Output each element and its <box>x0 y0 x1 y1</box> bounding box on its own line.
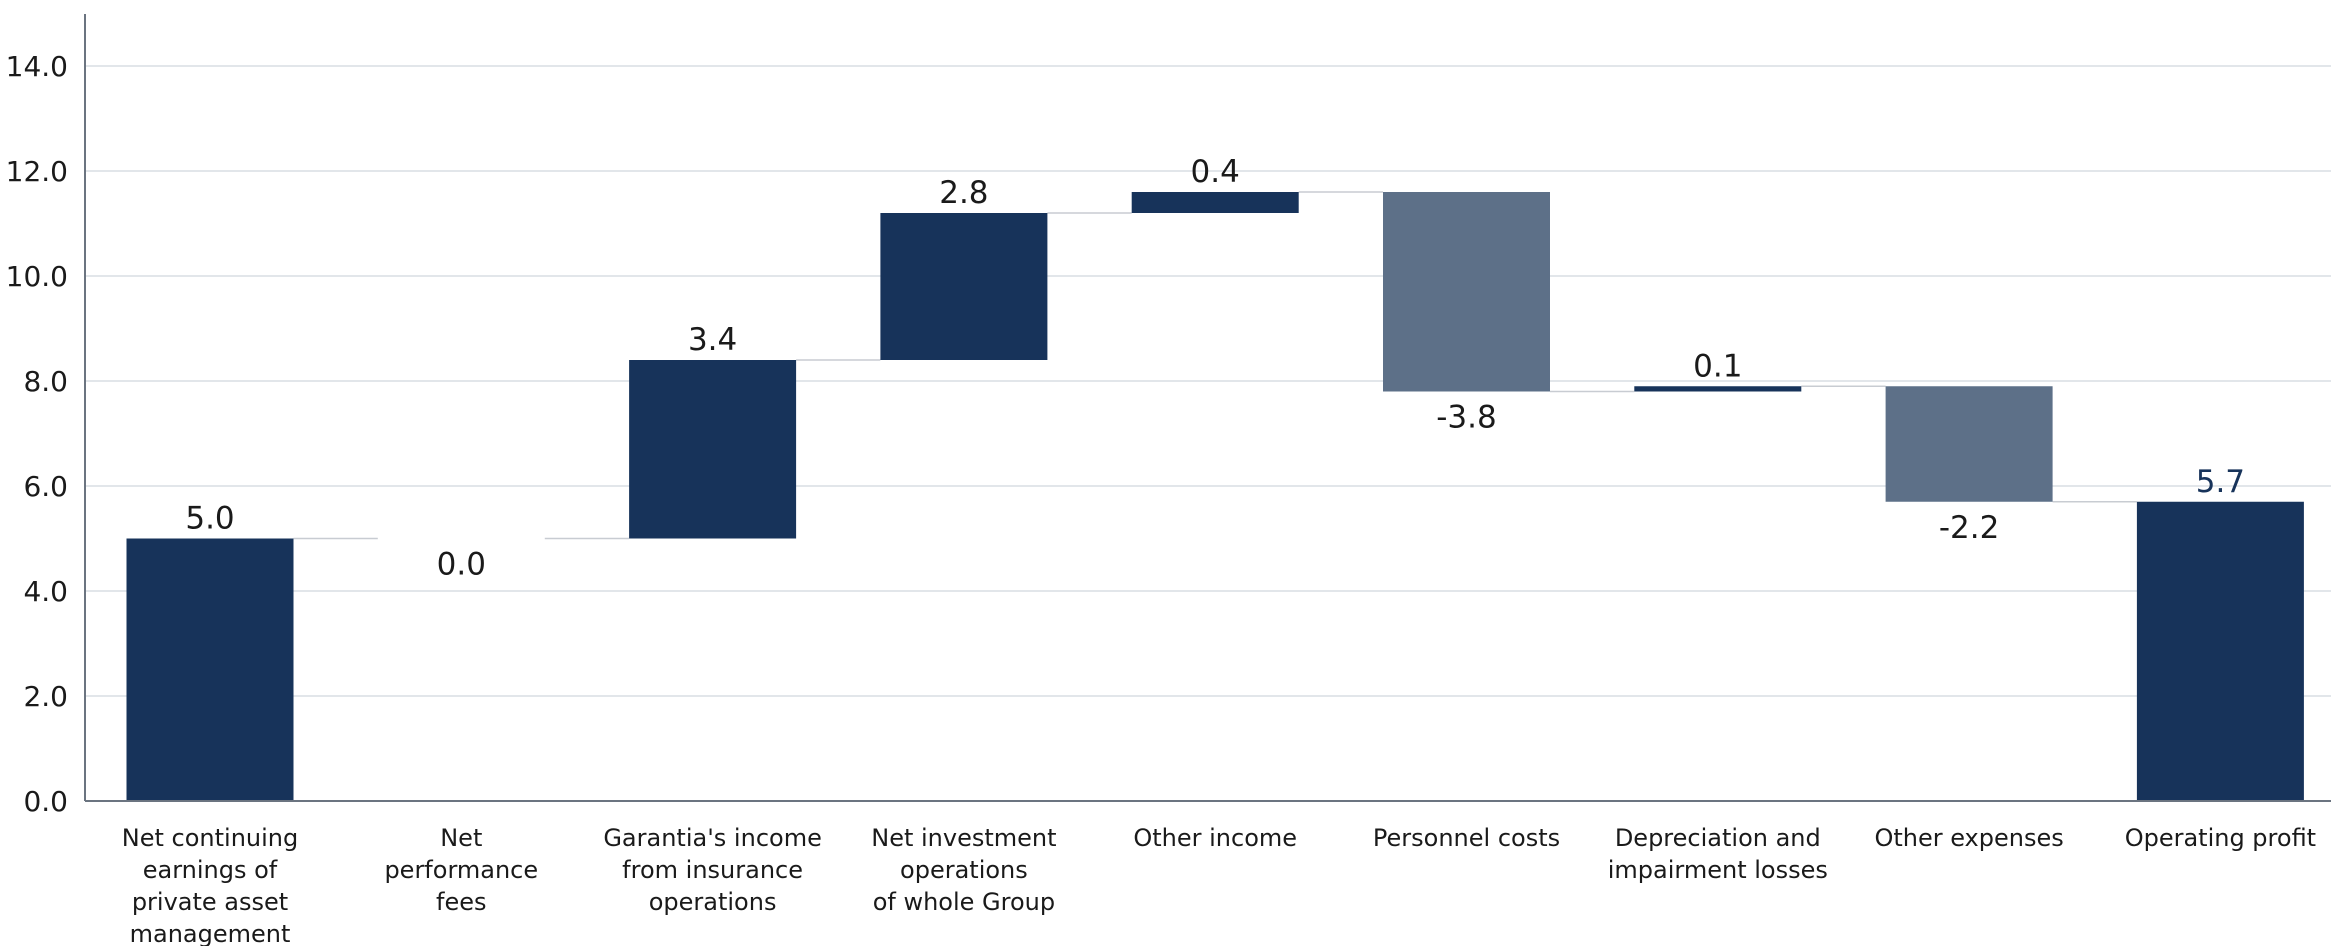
category-label: Net investment <box>871 824 1056 852</box>
data-label: 0.4 <box>1191 154 1240 190</box>
category-label: private asset <box>132 888 288 916</box>
category-label: Net continuing <box>122 824 298 852</box>
data-labels: 5.0 0.0 3.4 2.8 0.4 -3.8 0.1 -2.2 5.7 <box>185 154 2245 583</box>
bar <box>1131 192 1299 213</box>
category-label: impairment losses <box>1608 856 1828 884</box>
category-label: Operating profit <box>2125 824 2316 852</box>
y-tick-label: 14.0 <box>6 50 68 83</box>
data-label: 0.0 <box>437 547 486 583</box>
category-label: Garantia's income <box>603 824 822 852</box>
bar <box>880 213 1048 360</box>
category-label: Other income <box>1133 824 1297 852</box>
gridlines <box>86 65 2331 697</box>
y-tick-label: 12.0 <box>6 155 68 188</box>
bar <box>126 538 294 801</box>
bar <box>629 360 797 539</box>
connector-lines <box>293 191 2137 540</box>
category-label: Net <box>440 824 482 852</box>
y-tick-label: 10.0 <box>6 260 68 293</box>
category-label: performance <box>384 856 538 884</box>
category-label: Personnel costs <box>1373 824 1560 852</box>
data-label: 0.1 <box>1693 348 1742 384</box>
category-label: Depreciation and <box>1615 824 1821 852</box>
axes <box>84 14 2331 802</box>
bar <box>1885 386 2053 502</box>
category-label: Other expenses <box>1874 824 2063 852</box>
data-label: 5.0 <box>185 501 234 537</box>
y-tick-label: 8.0 <box>23 365 68 398</box>
category-label: fees <box>436 888 486 916</box>
data-label: -3.8 <box>1436 400 1497 436</box>
category-labels: Net continuing earnings of private asset ma… <box>122 824 2316 946</box>
y-tick-label: 2.0 <box>23 680 68 713</box>
bar <box>2136 501 2304 801</box>
data-label: 2.8 <box>939 175 988 211</box>
category-label: management <box>130 920 291 946</box>
data-label: -2.2 <box>1939 510 2000 546</box>
y-tick-label: 0.0 <box>23 785 68 818</box>
category-label: operations <box>649 888 777 916</box>
bar <box>1383 192 1550 392</box>
bar <box>1634 386 1802 392</box>
data-label: 3.4 <box>688 322 737 358</box>
category-label: from insurance <box>622 856 803 884</box>
bars <box>126 192 2304 801</box>
category-label: of whole Group <box>873 888 1055 916</box>
y-tick-label: 4.0 <box>23 575 68 608</box>
category-label: operations <box>900 856 1028 884</box>
y-tick-label: 6.0 <box>23 470 68 503</box>
y-tick-labels: 0.0 2.0 4.0 6.0 8.0 10.0 12.0 14.0 <box>6 50 68 818</box>
data-label: 5.7 <box>2196 464 2245 500</box>
category-label: earnings of <box>143 856 278 884</box>
